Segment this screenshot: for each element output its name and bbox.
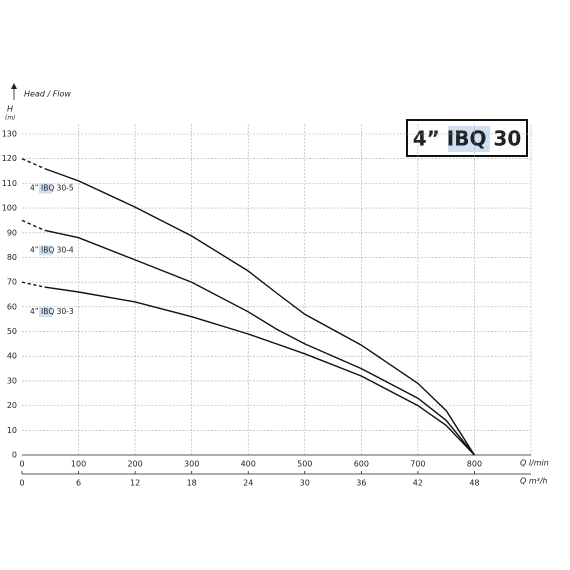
y-tick-label: 120	[2, 154, 17, 163]
series-label: 4” IBQ 30-5	[30, 184, 74, 193]
y-tick-label: 50	[7, 327, 17, 336]
x2-tick-label: 36	[356, 479, 366, 488]
x2-tick-label: 42	[413, 479, 423, 488]
y-axis-title: Head / Flow	[24, 90, 71, 99]
y-arrow-head	[11, 83, 17, 89]
y-unit: (m)	[5, 115, 16, 122]
y-tick-label: 130	[2, 130, 17, 139]
x-label: Q l/min	[520, 459, 549, 468]
x2-tick-label: 0	[19, 479, 24, 488]
y-tick-label: 110	[2, 179, 17, 188]
x2-label: Q m³/h	[520, 477, 548, 486]
title-highlight	[448, 126, 490, 152]
x-tick-label: 600	[354, 460, 369, 469]
x2-tick-label: 6	[76, 479, 81, 488]
series-label: 4” IBQ 30-4	[30, 245, 74, 254]
series-line	[21, 219, 475, 456]
x-tick-label: 100	[71, 460, 86, 469]
y-tick-label: 10	[7, 426, 17, 435]
y-tick-label: 100	[2, 204, 17, 213]
x-tick-label: 700	[410, 460, 425, 469]
label-highlight	[39, 245, 52, 256]
y-label: H	[7, 105, 13, 114]
y-tick-label: 80	[7, 253, 17, 262]
y-tick-label: 60	[7, 302, 17, 311]
x-tick-label: 0	[19, 460, 24, 469]
x2-tick-label: 48	[469, 479, 479, 488]
x2-tick-label: 18	[187, 479, 197, 488]
y-tick-label: 90	[7, 228, 17, 237]
series-label: 4” IBQ 30-3	[30, 307, 74, 316]
x-tick-label: 300	[184, 460, 199, 469]
x2-tick-label: 24	[243, 479, 253, 488]
x-tick-label: 500	[297, 460, 312, 469]
x-tick-label: 200	[127, 460, 142, 469]
x2-tick-label: 12	[130, 479, 140, 488]
chart-title: 4” IBQ 30	[413, 127, 522, 151]
y-tick-label: 0	[12, 451, 17, 460]
x2-tick-label: 30	[300, 479, 310, 488]
y-tick-label: 30	[7, 376, 17, 385]
y-tick-label: 40	[7, 352, 17, 361]
x-tick-label: 400	[241, 460, 256, 469]
label-highlight	[39, 307, 52, 318]
y-tick-label: 20	[7, 401, 17, 410]
x-tick-label: 800	[467, 460, 482, 469]
series-line	[21, 281, 475, 456]
series-line	[21, 158, 475, 456]
y-tick-label: 70	[7, 278, 17, 287]
label-highlight	[39, 183, 52, 194]
